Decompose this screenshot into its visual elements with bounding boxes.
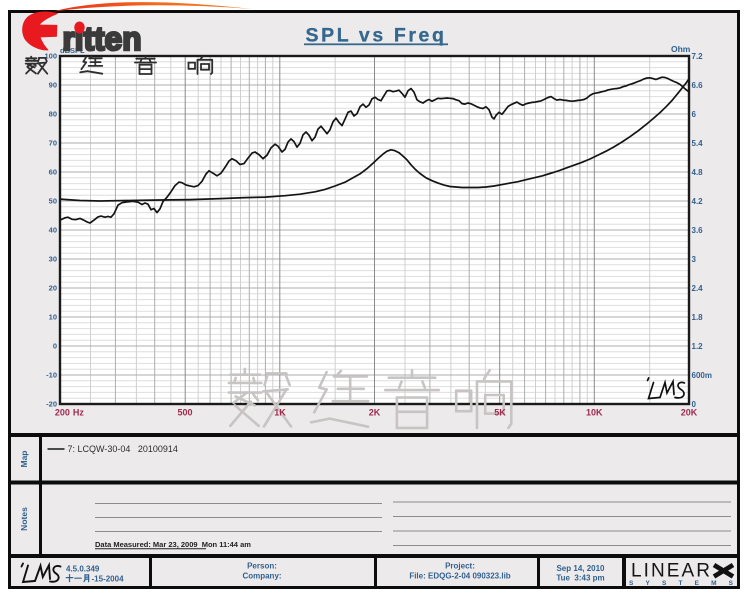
- svg-text:4.2: 4.2: [692, 197, 704, 206]
- svg-text:6.6: 6.6: [692, 81, 704, 90]
- svg-text:SYSTEMS: SYSTEMS: [629, 580, 734, 587]
- svg-text:7: LCQW-30-04 20100914: 7: LCQW-30-04 20100914: [68, 444, 178, 454]
- svg-text:Project:: Project:: [445, 562, 475, 571]
- svg-text:-15-2004: -15-2004: [92, 575, 125, 584]
- svg-text:2.4: 2.4: [692, 284, 704, 293]
- svg-text:File: EDQG-2-04 090323.lib: File: EDQG-2-04 090323.lib: [409, 572, 510, 581]
- svg-text:10K: 10K: [586, 407, 603, 417]
- svg-text:20K: 20K: [681, 407, 698, 417]
- svg-text:Notes: Notes: [19, 507, 29, 531]
- svg-text:50: 50: [49, 197, 57, 206]
- svg-text:Ohm: Ohm: [671, 44, 691, 54]
- svg-text:-10: -10: [46, 371, 57, 380]
- svg-text:4.5.0.349: 4.5.0.349: [66, 565, 100, 574]
- svg-text:5.4: 5.4: [692, 139, 704, 148]
- svg-text:200: 200: [55, 407, 70, 417]
- svg-text:70: 70: [49, 139, 57, 148]
- svg-text:LINEAR: LINEAR: [631, 561, 710, 582]
- svg-text:Map: Map: [19, 451, 29, 468]
- svg-text:SPL vs Freq: SPL vs Freq: [306, 25, 447, 47]
- svg-text:1.8: 1.8: [692, 313, 704, 322]
- svg-text:Company:: Company:: [242, 572, 281, 581]
- svg-text:6: 6: [692, 110, 697, 119]
- svg-text:0: 0: [692, 400, 697, 409]
- svg-text:20: 20: [49, 284, 57, 293]
- svg-text:500: 500: [177, 407, 192, 417]
- svg-text:80: 80: [49, 110, 57, 119]
- svg-text:1K: 1K: [274, 407, 286, 417]
- svg-text:1.2: 1.2: [692, 342, 704, 351]
- svg-text:Data Measured: Mar 23, 2009 M: Data Measured: Mar 23, 2009 Mon 11:44 am: [95, 540, 251, 549]
- svg-text:Tue 3:43 pm: Tue 3:43 pm: [556, 574, 604, 583]
- svg-text:2K: 2K: [369, 407, 381, 417]
- svg-text:60: 60: [49, 168, 57, 177]
- svg-text:ritten: ritten: [63, 20, 142, 57]
- svg-text:Sep 14, 2010: Sep 14, 2010: [556, 564, 605, 573]
- svg-text:7.2: 7.2: [692, 52, 704, 61]
- svg-text:30: 30: [49, 255, 57, 264]
- svg-text:5K: 5K: [494, 407, 506, 417]
- svg-text:40: 40: [49, 226, 57, 235]
- svg-text:Hz: Hz: [73, 407, 84, 417]
- svg-text:90: 90: [49, 81, 57, 90]
- svg-text:100: 100: [44, 52, 57, 61]
- svg-text:dBSPL: dBSPL: [60, 46, 85, 55]
- svg-text:0: 0: [53, 342, 57, 351]
- svg-text:600m: 600m: [692, 371, 712, 380]
- svg-text:4.8: 4.8: [692, 168, 704, 177]
- svg-text:3.6: 3.6: [692, 226, 704, 235]
- svg-text:-20: -20: [46, 400, 57, 409]
- svg-text:3: 3: [692, 255, 697, 264]
- svg-text:10: 10: [49, 313, 57, 322]
- svg-text:Person:: Person:: [247, 562, 277, 571]
